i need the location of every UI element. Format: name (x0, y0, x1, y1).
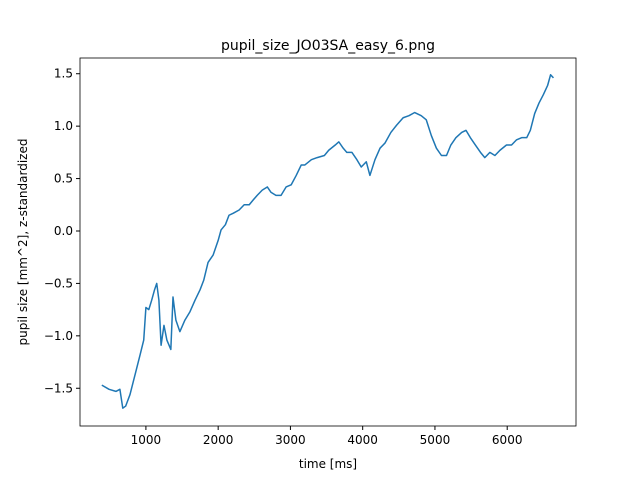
x-axis-label: time [ms] (299, 457, 357, 471)
y-tick-label: 0.5 (54, 172, 73, 186)
x-tick-label: 4000 (347, 433, 378, 447)
chart-title: pupil_size_JO03SA_easy_6.png (221, 38, 435, 54)
y-axis-label: pupil size [mm^2], z-standardized (16, 139, 30, 346)
x-tick-label: 5000 (420, 433, 451, 447)
x-tick-label: 3000 (275, 433, 306, 447)
x-tick-label: 6000 (492, 433, 523, 447)
y-tick-label: 1.5 (54, 67, 73, 81)
y-tick-label: −1.0 (44, 329, 73, 343)
y-tick-label: 1.0 (54, 119, 73, 133)
x-tick-label: 1000 (131, 433, 162, 447)
plot-frame (79, 57, 577, 427)
y-tick-label: −0.5 (44, 276, 73, 290)
y-tick-label: −1.5 (44, 381, 73, 395)
x-tick-label: 2000 (203, 433, 234, 447)
data-line (101, 74, 555, 409)
y-tick-label: 0.0 (54, 224, 73, 238)
